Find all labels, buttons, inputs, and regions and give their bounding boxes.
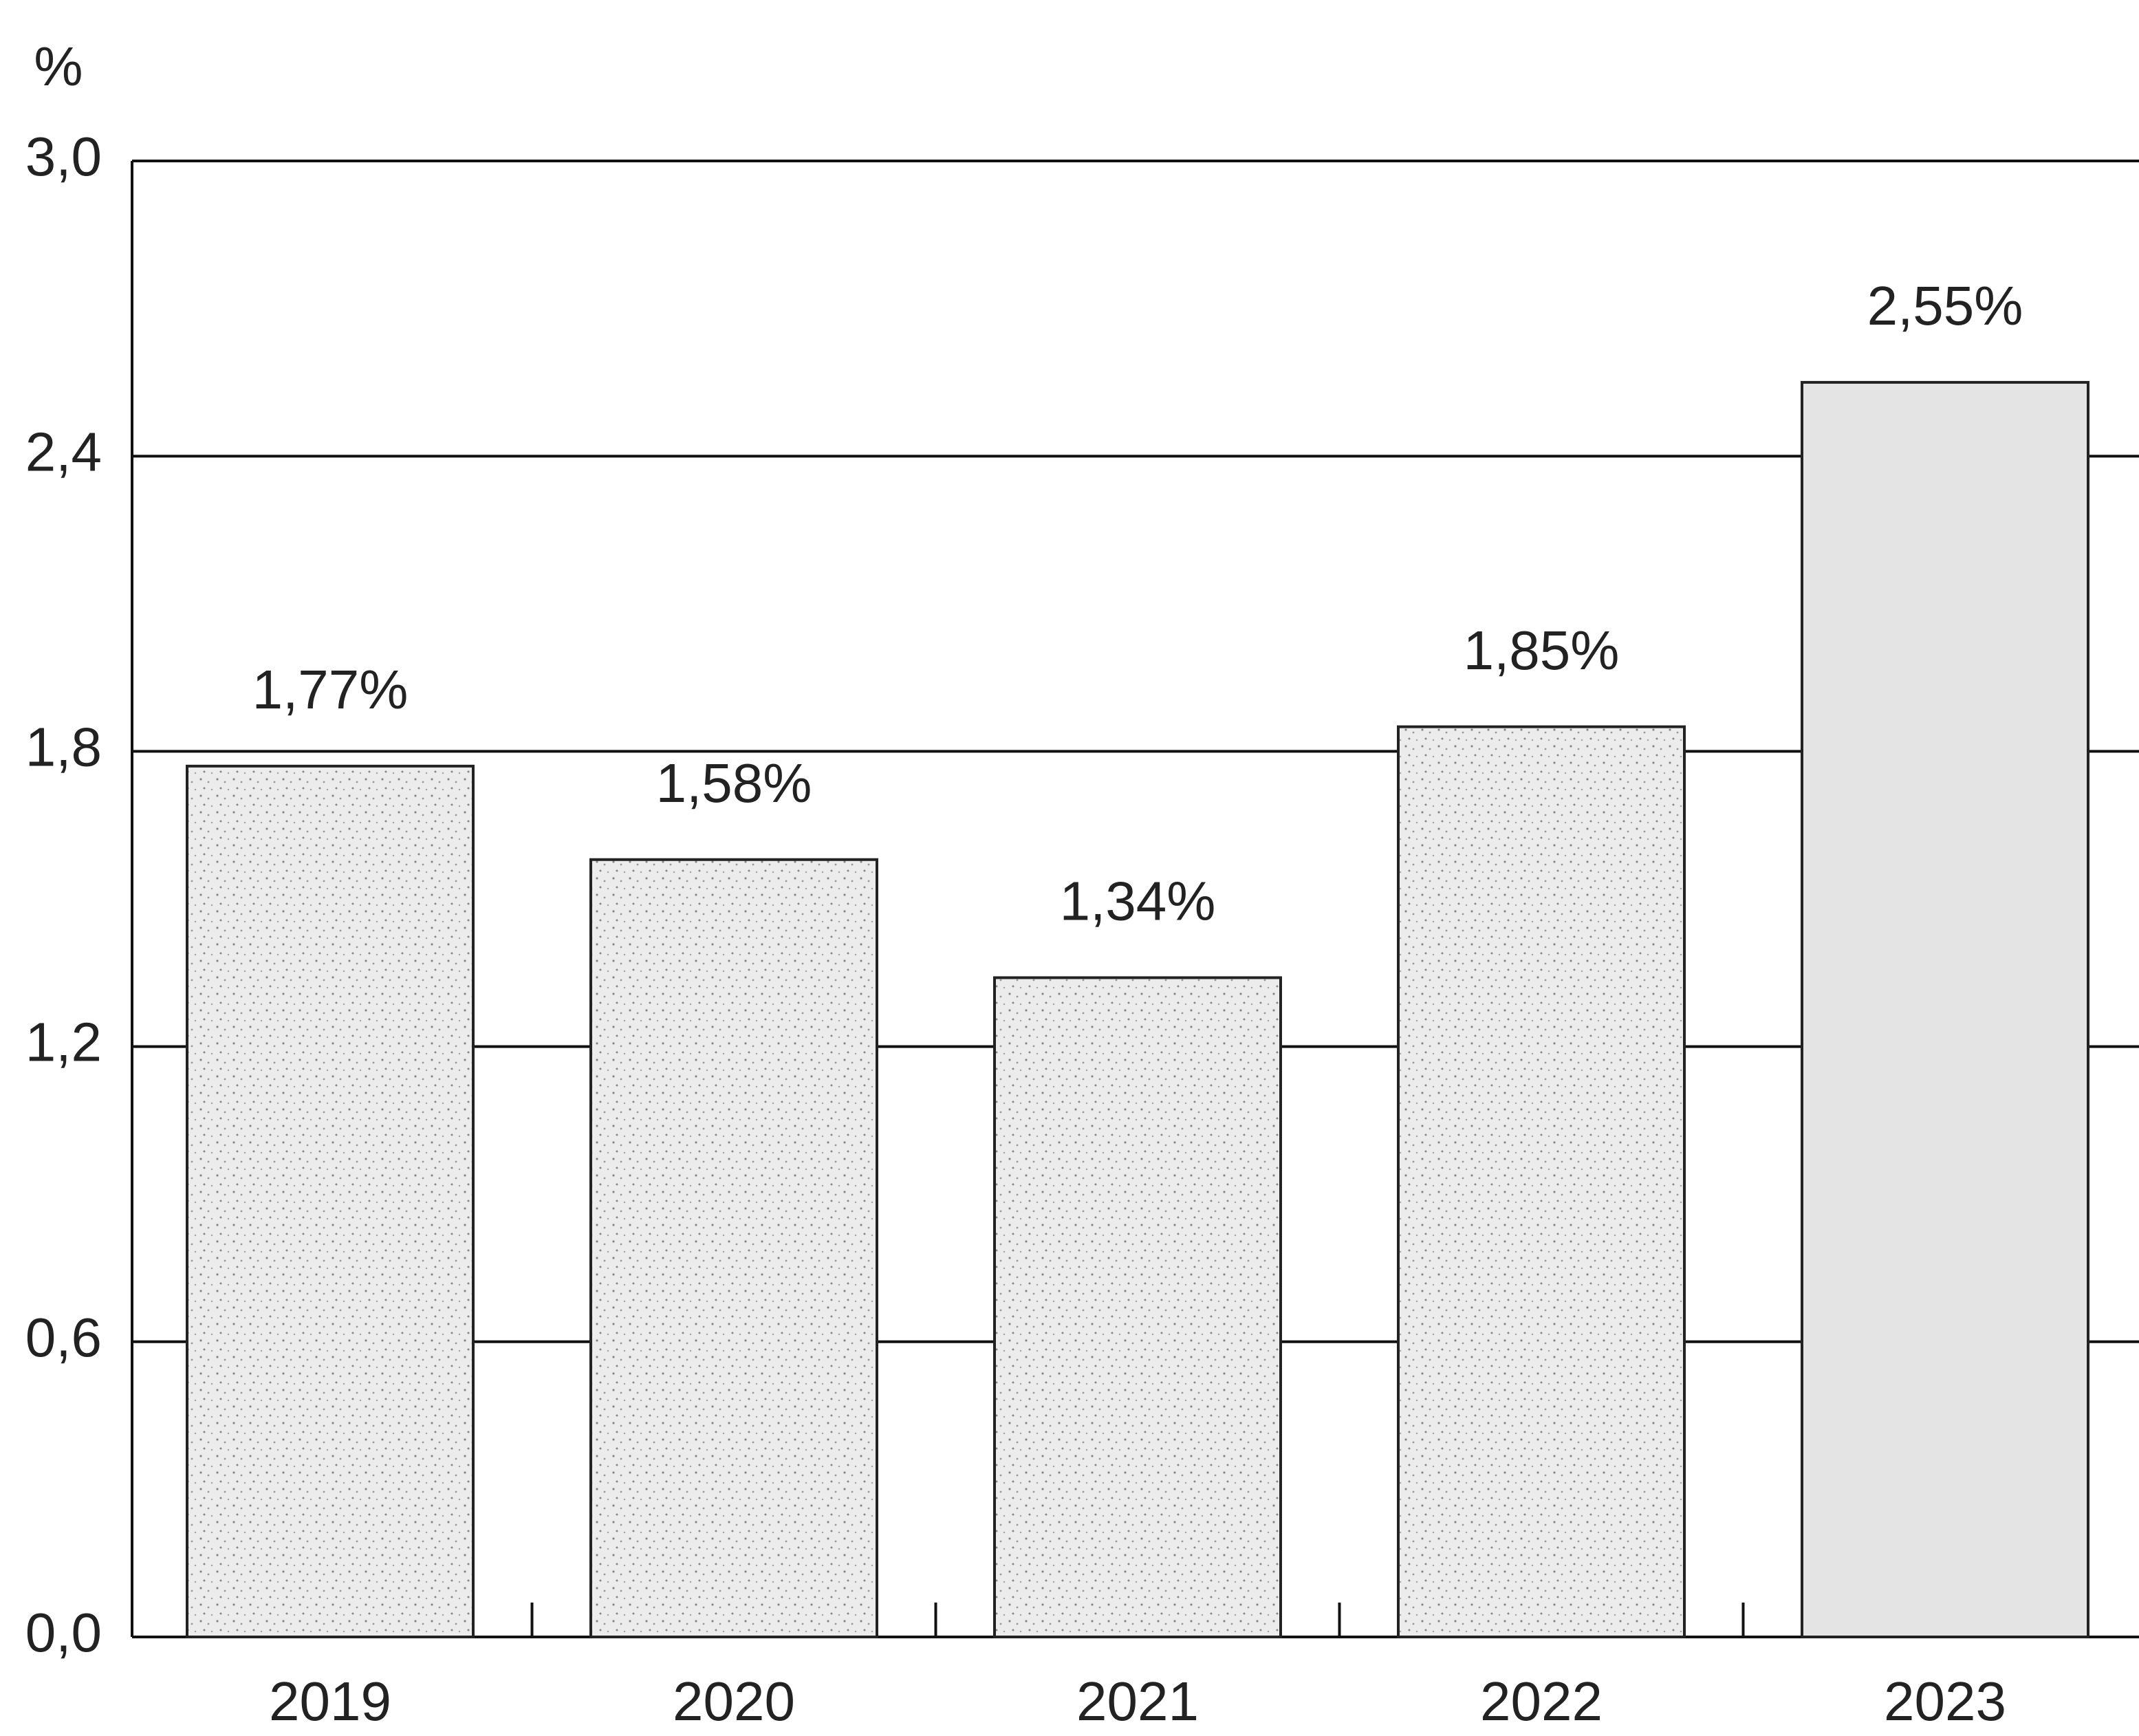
data-label: 2,55% xyxy=(1867,275,2023,336)
bar xyxy=(993,976,1282,1639)
y-tick-label: 1,2 xyxy=(25,1012,102,1073)
x-tick-label: 2020 xyxy=(673,1671,795,1732)
y-tick-label: 3,0 xyxy=(25,126,102,187)
bar xyxy=(1397,725,1686,1638)
y-tick-label: 1,8 xyxy=(25,717,102,778)
x-tick-label: 2022 xyxy=(1480,1671,1603,1732)
x-tick-label: 2019 xyxy=(269,1671,391,1732)
bar xyxy=(186,764,475,1638)
data-label: 1,34% xyxy=(1060,871,1216,932)
data-label: 1,77% xyxy=(252,659,409,720)
y-tick-label: 0,0 xyxy=(25,1602,102,1663)
y-tick-label: 0,6 xyxy=(25,1307,102,1368)
bar xyxy=(589,858,878,1638)
y-axis-label: % xyxy=(34,36,83,97)
data-label: 1,85% xyxy=(1464,620,1620,681)
x-tick-label: 2023 xyxy=(1884,1671,2006,1732)
x-tick-label: 2021 xyxy=(1076,1671,1199,1732)
bar xyxy=(1801,380,2089,1638)
y-tick-label: 2,4 xyxy=(25,421,102,482)
data-label: 1,58% xyxy=(656,752,812,814)
